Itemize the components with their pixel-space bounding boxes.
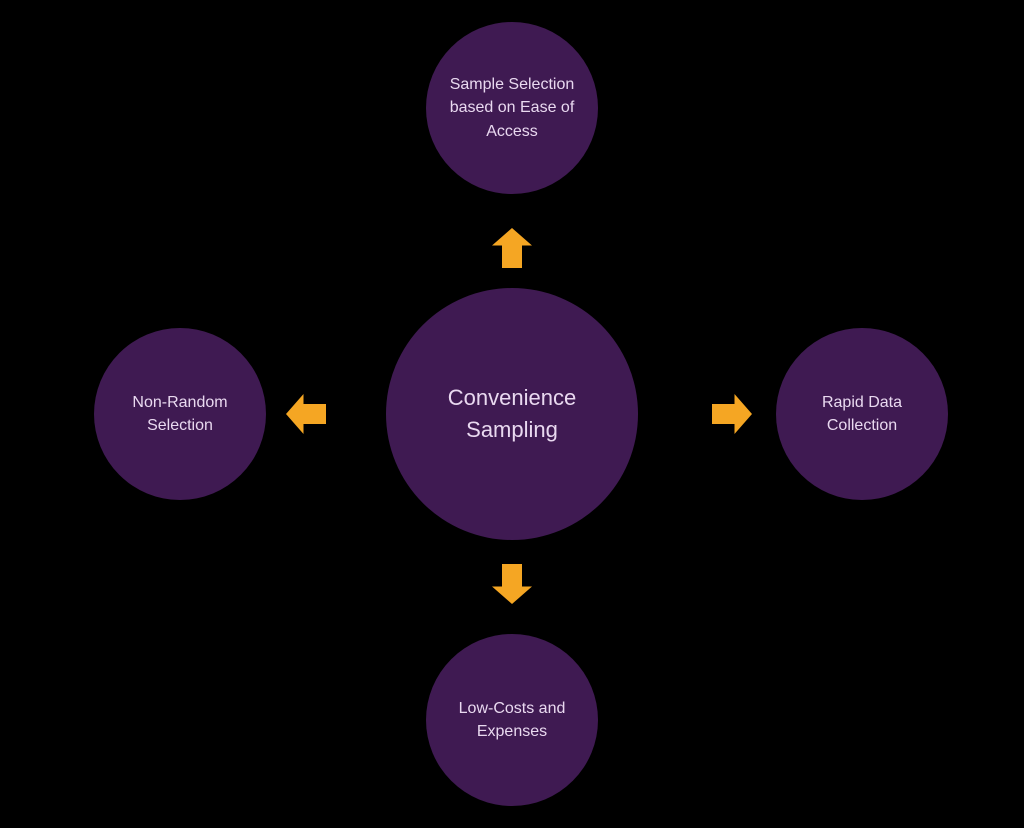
diagram-stage: Convenience Sampling Sample Selection ba… (0, 0, 1024, 828)
outer-node-bottom: Low-Costs and Expenses (426, 634, 598, 806)
center-node: Convenience Sampling (386, 288, 638, 540)
arrow-left-icon (281, 389, 331, 439)
outer-node-top-label: Sample Selection based on Ease of Access (444, 73, 580, 143)
outer-node-right: Rapid Data Collection (776, 328, 948, 500)
outer-node-left: Non-Random Selection (94, 328, 266, 500)
outer-node-top: Sample Selection based on Ease of Access (426, 22, 598, 194)
outer-node-right-label: Rapid Data Collection (794, 391, 930, 437)
arrow-up-icon (487, 223, 537, 273)
arrow-down-icon (487, 559, 537, 609)
center-node-label: Convenience Sampling (404, 382, 620, 446)
arrow-right-icon (707, 389, 757, 439)
outer-node-bottom-label: Low-Costs and Expenses (444, 697, 580, 743)
outer-node-left-label: Non-Random Selection (112, 391, 248, 437)
